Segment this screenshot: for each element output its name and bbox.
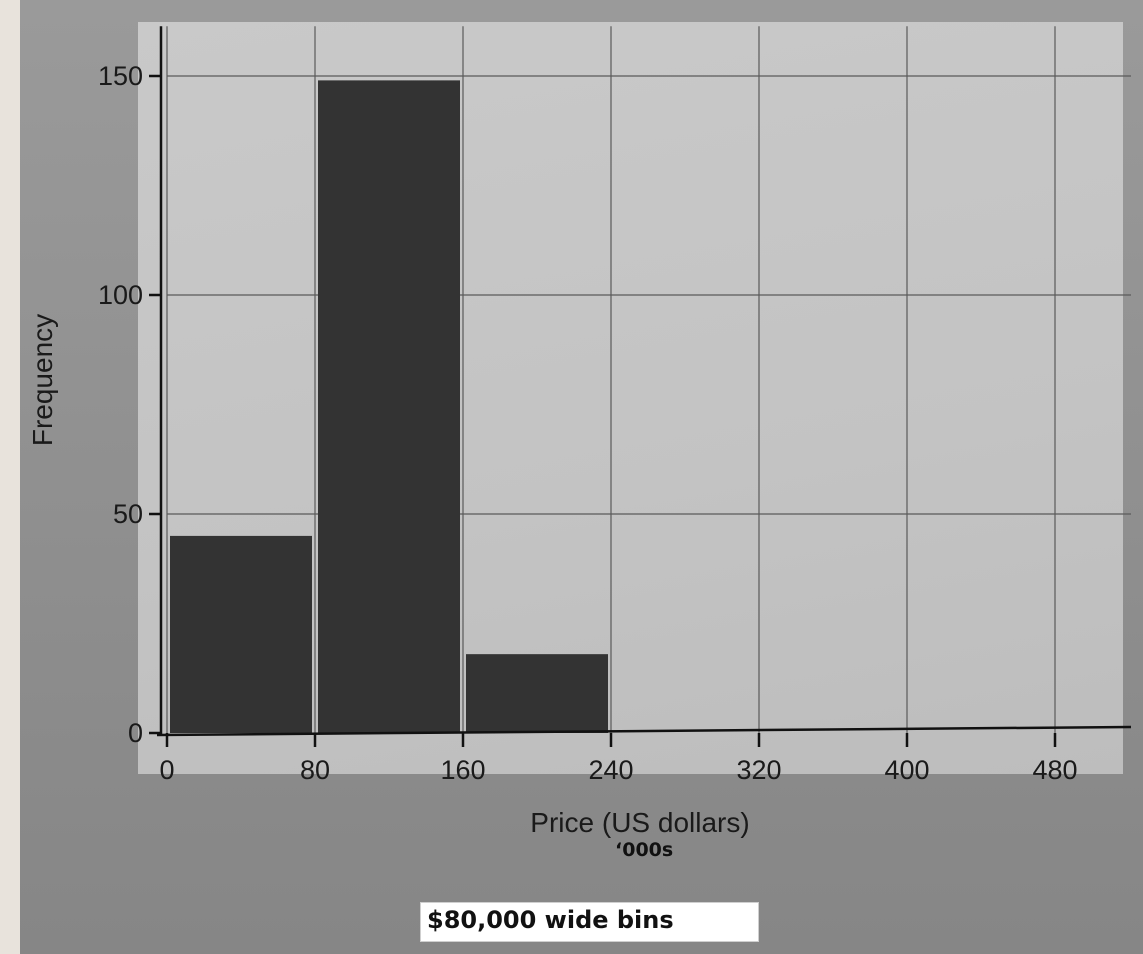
axes (149, 26, 1132, 747)
bar-80-160 (318, 80, 460, 733)
x-tick-label-480: 480 (1032, 755, 1077, 785)
tick-labels: 0 50 100 150 0 80 160 240 320 400 480 (98, 61, 1078, 785)
y-tick-label-50: 50 (113, 499, 143, 529)
x-axis-unit-note: ‘000s (615, 839, 674, 861)
x-tick-label-0: 0 (159, 755, 174, 785)
y-tick-label-0: 0 (128, 718, 143, 748)
x-tick-label-80: 80 (300, 755, 330, 785)
x-tick-label-160: 160 (440, 755, 485, 785)
bar-0-80 (170, 535, 312, 733)
x-tick-label-240: 240 (588, 755, 633, 785)
bar-160-240 (466, 654, 608, 733)
x-axis-title: Price (US dollars) (530, 807, 749, 838)
x-tick-label-400: 400 (884, 755, 929, 785)
caption-text: $80,000 wide bins (427, 906, 674, 934)
y-tick-label-150: 150 (98, 61, 143, 91)
x-tick-label-320: 320 (736, 755, 781, 785)
caption-box (420, 902, 759, 942)
y-axis-title: Frequency (27, 314, 58, 446)
y-tick-label-100: 100 (98, 280, 143, 310)
histogram-bars (170, 80, 608, 733)
x-axis-line (156, 725, 1132, 737)
